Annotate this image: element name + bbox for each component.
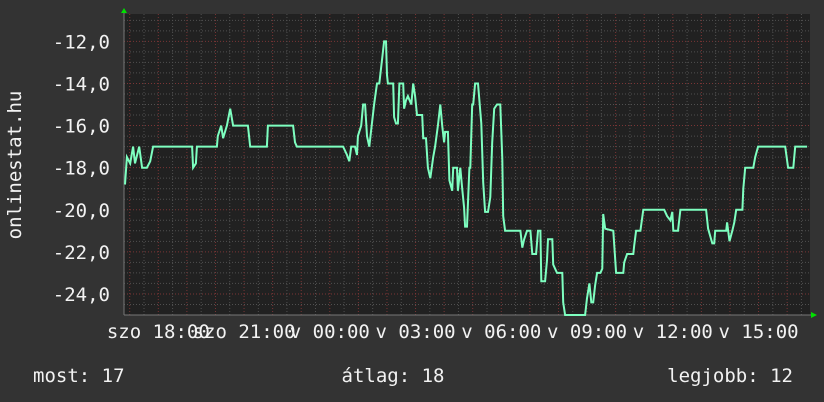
x-tick-label: szo 21:00 [193, 321, 296, 343]
y-axis-label: onlinestat.hu [4, 91, 26, 240]
x-axis-arrow-icon [811, 312, 817, 318]
best-value: legjobb: 12 [667, 365, 793, 387]
y-tick-label: -20,0 [53, 200, 110, 222]
x-tick-label: v 12:00 [633, 321, 713, 343]
y-tick-label: -14,0 [53, 73, 110, 95]
y-tick-label: -16,0 [53, 116, 110, 138]
y-tick-label: -18,0 [53, 158, 110, 180]
y-axis-arrow-icon [121, 8, 127, 13]
y-tick-label: -22,0 [53, 242, 110, 264]
x-tick-label: v 09:00 [547, 321, 627, 343]
x-tick-label: v 15:00 [719, 321, 799, 343]
y-tick-label: -12,0 [53, 31, 110, 53]
plot-area [124, 14, 810, 315]
x-tick-label: v 03:00 [376, 321, 456, 343]
series-line [124, 40, 808, 316]
current-value: most: 17 [33, 365, 125, 387]
y-axis-ticks: -12,0 -14,0 -16,0 -18,0 -20,0 -22,0 -24,0 [53, 31, 110, 306]
average-value: átlag: 18 [342, 365, 445, 387]
x-tick-label: szo 18:00 [107, 321, 210, 343]
x-tick-label: v 06:00 [461, 321, 541, 343]
x-tick-label: v 00:00 [290, 321, 370, 343]
y-tick-label: -24,0 [53, 284, 110, 306]
